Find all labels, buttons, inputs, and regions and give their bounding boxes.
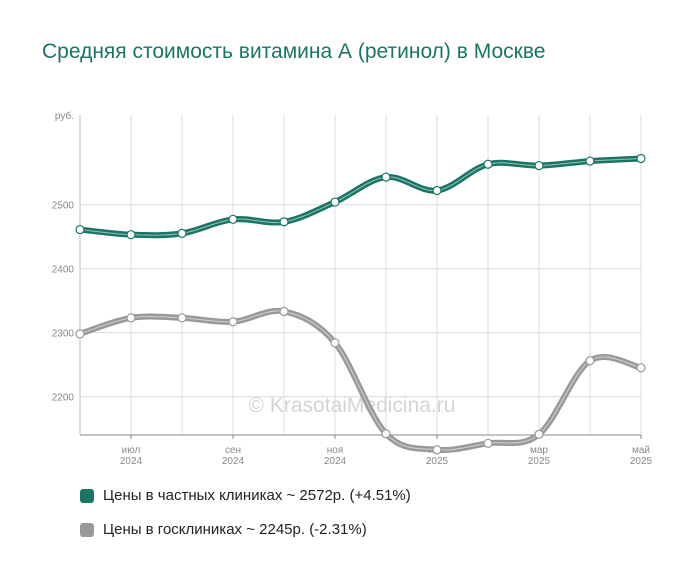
data-point[interactable]: [534, 429, 544, 439]
y-axis-unit: руб.: [55, 110, 74, 122]
legend-item-private[interactable]: Цены в частных клиниках ~ 2572р. (+4.51%…: [80, 487, 411, 504]
series-layer: [75, 153, 646, 455]
grid: [79, 115, 642, 435]
x-tick-label-month: май: [632, 445, 650, 456]
data-point[interactable]: [75, 329, 85, 339]
data-point[interactable]: [330, 338, 340, 348]
chart-title: Средняя стоимость витамина А (ретинол) в…: [42, 40, 546, 63]
data-point[interactable]: [636, 153, 646, 164]
data-point[interactable]: [381, 429, 391, 439]
data-point[interactable]: [228, 317, 238, 327]
data-point[interactable]: [585, 156, 595, 166]
legend-swatch-private: [80, 488, 94, 503]
x-tick-label-year: 2025: [426, 456, 449, 467]
y-tick-label: 2500: [52, 201, 75, 212]
data-point[interactable]: [279, 306, 289, 317]
series-0: [75, 153, 646, 240]
data-point[interactable]: [126, 230, 136, 240]
data-point[interactable]: [432, 185, 442, 196]
legend-label-public: Цены в госклиниках ~ 2245р. (-2.31%): [103, 521, 367, 538]
x-tick-label-year: 2025: [528, 456, 551, 467]
x-tick-label-month: мар: [530, 445, 548, 456]
y-axis: руб. 2200 2300 2400 2500: [52, 110, 81, 435]
legend-item-public[interactable]: Цены в госклиниках ~ 2245р. (-2.31%): [80, 521, 367, 538]
data-point[interactable]: [279, 217, 289, 227]
legend-swatch-public: [80, 522, 94, 537]
x-tick-label-year: 2024: [120, 456, 143, 467]
data-point[interactable]: [75, 224, 85, 235]
data-point[interactable]: [483, 438, 493, 448]
data-point[interactable]: [177, 313, 187, 323]
data-point[interactable]: [177, 228, 187, 238]
watermark: © KrasotaiMedicina.ru: [249, 394, 456, 417]
legend-label-private: Цены в частных клиниках ~ 2572р. (+4.51%…: [103, 487, 411, 504]
series-1: [75, 306, 646, 455]
x-tick-label-year: 2024: [324, 456, 347, 467]
data-point[interactable]: [381, 172, 391, 182]
x-tick-label-month: ноя: [327, 445, 344, 456]
x-tick-label-month: июл: [122, 445, 141, 456]
series-line: [77, 155, 644, 239]
x-tick-label-month: сен: [225, 445, 241, 456]
series-line: [77, 307, 644, 454]
data-point[interactable]: [636, 363, 646, 373]
data-point[interactable]: [228, 214, 238, 224]
series-line-highlight: [79, 310, 642, 451]
data-point[interactable]: [585, 356, 595, 366]
data-point[interactable]: [432, 445, 442, 455]
x-axis: июл2024сен2024ноя2024янв2025мар2025май20…: [80, 434, 653, 467]
data-point[interactable]: [534, 160, 544, 171]
data-point[interactable]: [126, 313, 136, 323]
y-tick-label: 2200: [52, 393, 75, 404]
data-point[interactable]: [330, 197, 340, 207]
x-tick-label-year: 2025: [630, 456, 653, 467]
series-line-highlight: [79, 158, 642, 236]
data-point[interactable]: [483, 159, 493, 169]
y-tick-label: 2400: [52, 265, 75, 276]
x-tick-label-year: 2024: [222, 456, 245, 467]
y-tick-label: 2300: [52, 329, 75, 340]
